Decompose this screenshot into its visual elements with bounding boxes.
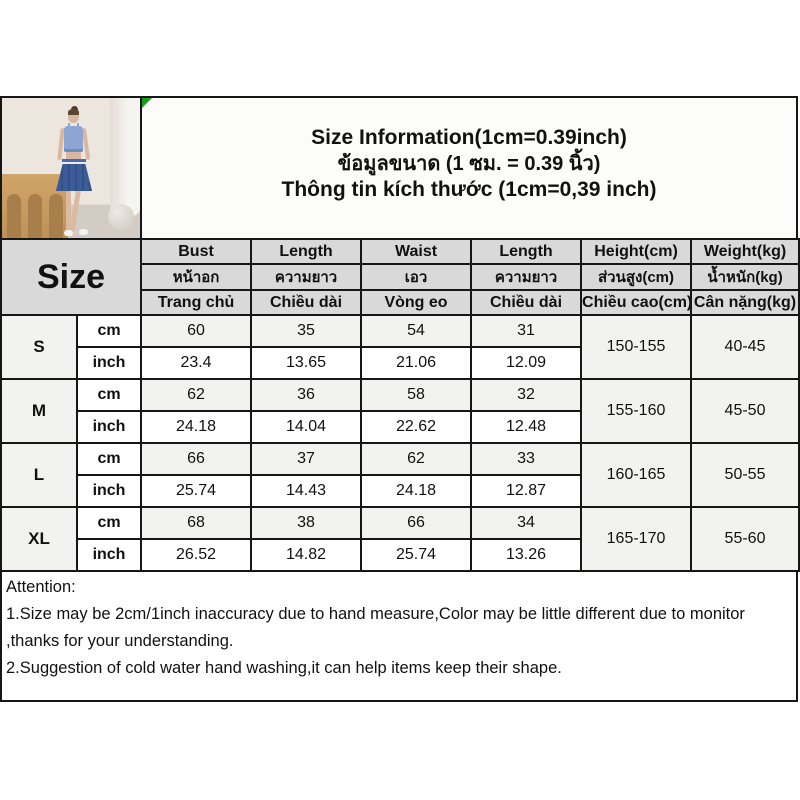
size-corner-label: Size [0,238,143,316]
unit-label-cm: cm [75,378,143,412]
col-header-waist-th: เอว [360,263,473,291]
cell-xl-waist-cm: 66 [360,506,473,540]
cell-m-bust-inch: 24.18 [140,410,253,444]
unit-label-inch: inch [75,346,143,380]
cell-l-length2-cm: 33 [470,442,583,476]
unit-label-cm: cm [75,442,143,476]
cell-s-weight-range: 40-45 [690,314,800,380]
size-chart-sheet: Size Information(1cm=0.39inch) ข้อมูลขนา… [0,96,800,702]
size-row-label-m: M [0,378,78,444]
cell-xl-height-range: 165-170 [580,506,693,572]
col-header-length2-vi: Chiều dài [470,289,583,316]
photo-pillar-backdrop [110,98,140,216]
size-row-label-s: S [0,314,78,380]
col-header-bust-th: หน้าอก [140,263,253,291]
unit-label-inch: inch [75,474,143,508]
cell-xl-length-inch: 14.82 [250,538,363,572]
cell-l-length-cm: 37 [250,442,363,476]
cell-s-length-inch: 13.65 [250,346,363,380]
col-header-waist-vi: Vòng eo [360,289,473,316]
size-row-label-xl: XL [0,506,78,572]
photo-sports-bra [64,126,83,152]
col-header-length2-en: Length [470,238,583,265]
cell-s-length2-inch: 12.09 [470,346,583,380]
cell-m-length2-inch: 12.48 [470,410,583,444]
unit-label-inch: inch [75,538,143,572]
cell-m-waist-inch: 22.62 [360,410,473,444]
unit-label-inch: inch [75,410,143,444]
col-header-length2-th: ความยาว [470,263,583,291]
cell-l-bust-inch: 25.74 [140,474,253,508]
unit-label-cm: cm [75,314,143,348]
cell-l-height-range: 160-165 [580,442,693,508]
cell-xl-length2-inch: 13.26 [470,538,583,572]
size-table: Size Bust Length Waist Length Height(cm)… [0,238,800,572]
cell-xl-bust-inch: 26.52 [140,538,253,572]
col-header-length-en: Length [250,238,363,265]
cell-s-waist-inch: 21.06 [360,346,473,380]
col-header-weight-en: Weight(kg) [690,238,800,265]
cell-l-length2-inch: 12.87 [470,474,583,508]
cell-xl-length2-cm: 34 [470,506,583,540]
cell-s-waist-cm: 54 [360,314,473,348]
col-header-waist-en: Waist [360,238,473,265]
cell-m-length-inch: 14.04 [250,410,363,444]
attention-box: Attention: 1.Size may be 2cm/1inch inacc… [0,570,798,702]
photo-model [2,98,140,238]
cell-m-waist-cm: 58 [360,378,473,412]
cell-s-height-range: 150-155 [580,314,693,380]
cell-m-length2-cm: 32 [470,378,583,412]
top-row: Size Information(1cm=0.39inch) ข้อมูลขนา… [0,96,798,240]
cell-xl-waist-inch: 25.74 [360,538,473,572]
photo-arched-cabinet [2,174,68,238]
col-header-height-th: ส่วนสูง(cm) [580,263,693,291]
col-header-height-vi: Chiều cao(cm) [580,289,693,316]
cell-l-length-inch: 14.43 [250,474,363,508]
col-header-length-th: ความยาว [250,263,363,291]
cell-l-waist-inch: 24.18 [360,474,473,508]
cell-s-length2-cm: 31 [470,314,583,348]
cell-m-weight-range: 45-50 [690,378,800,444]
size-row-label-l: L [0,442,78,508]
cell-l-bust-cm: 66 [140,442,253,476]
cell-m-length-cm: 36 [250,378,363,412]
cell-xl-length-cm: 38 [250,506,363,540]
attention-item-2: 2.Suggestion of cold water hand washing,… [6,659,562,677]
unit-label-cm: cm [75,506,143,540]
title-box: Size Information(1cm=0.39inch) ข้อมูลขนา… [140,96,798,240]
cell-s-length-cm: 35 [250,314,363,348]
cell-m-height-range: 155-160 [580,378,693,444]
photo-exercise-ball [108,204,134,230]
product-photo [0,96,142,240]
title-vietnamese: Thông tin kích thước (1cm=0,39 inch) [281,178,657,201]
col-header-height-en: Height(cm) [580,238,693,265]
cell-xl-weight-range: 55-60 [690,506,800,572]
cell-l-weight-range: 50-55 [690,442,800,508]
col-header-length-vi: Chiều dài [250,289,363,316]
col-header-weight-th: น้ำหนัก(kg) [690,263,800,291]
cell-s-bust-inch: 23.4 [140,346,253,380]
col-header-bust-vi: Trang chủ [140,289,253,316]
cell-m-bust-cm: 62 [140,378,253,412]
attention-item-1: 1.Size may be 2cm/1inch inaccuracy due t… [6,605,745,650]
col-header-weight-vi: Cân nặng(kg) [690,289,800,316]
col-header-bust-en: Bust [140,238,253,265]
attention-heading: Attention: [6,578,76,596]
cell-s-bust-cm: 60 [140,314,253,348]
green-corner-marker-icon [142,98,152,108]
cell-l-waist-cm: 62 [360,442,473,476]
title-english: Size Information(1cm=0.39inch) [311,126,627,149]
title-thai: ข้อมูลขนาด (1 ซม. = 0.39 นิ้ว) [337,153,601,175]
cell-xl-bust-cm: 68 [140,506,253,540]
